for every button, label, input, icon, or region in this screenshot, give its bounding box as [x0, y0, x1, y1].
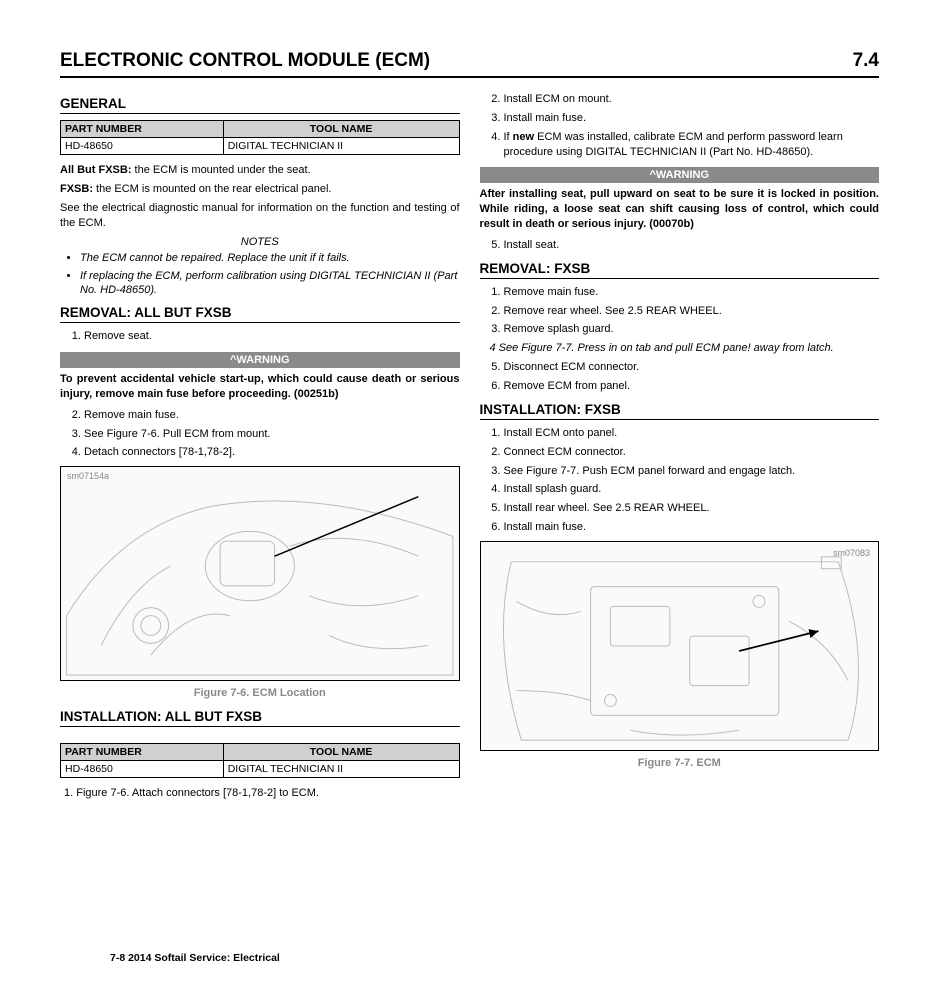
text: the ECM is mounted under the seat. [132, 164, 311, 176]
warning-text: To prevent accidental vehicle start-up, … [60, 372, 460, 402]
heading-removal: REMOVAL: ALL BUT FXSB [60, 305, 460, 323]
text: If [504, 131, 513, 143]
step: Connect ECM connector. [504, 445, 880, 460]
step: See Figure 7-7. Push ECM panel forward a… [504, 464, 880, 479]
step: If new ECM was installed, calibrate ECM … [504, 130, 880, 160]
ecm-sketch [481, 542, 879, 750]
page-title: ELECTRONIC CONTROL MODULE (ECM) [60, 50, 430, 72]
step: Remove rear wheel. See 2.5 REAR WHEEL. [504, 304, 880, 319]
ecm-location-sketch [61, 467, 459, 680]
step-4-inline: 4 See Figure 7-7. Press in on tab and pu… [490, 341, 880, 356]
th-toolname: TOOL NAME [223, 121, 459, 138]
th-toolname: TOOL NAME [223, 744, 459, 761]
figure-caption: Figure 7-6. ECM Location [60, 687, 460, 699]
tool-table-2: PART NUMBERTOOL NAME HD-48650DIGITAL TEC… [60, 743, 460, 778]
text: new [513, 131, 534, 143]
step: Install main fuse. [504, 520, 880, 535]
td: HD-48650 [61, 761, 224, 778]
step: Remove main fuse. [504, 285, 880, 300]
heading-general: GENERAL [60, 96, 460, 114]
step-list: Install seat. [480, 238, 880, 253]
figure-label: sm07154a [67, 471, 109, 481]
step-list: Remove seat. [60, 329, 460, 344]
step-text: 1. Figure 7-6. Attach connectors [78-1,7… [64, 786, 460, 801]
text: ECM was installed, calibrate ECM and per… [504, 131, 843, 158]
notes-list: The ECM cannot be repaired. Replace the … [60, 251, 460, 297]
page-footer: 7-8 2014 Softail Service: Electrical [110, 952, 280, 964]
note-item: The ECM cannot be repaired. Replace the … [80, 251, 460, 265]
step: Remove main fuse. [84, 408, 460, 423]
section-number: 7.4 [853, 50, 879, 72]
step: Install splash guard. [504, 482, 880, 497]
th-partnum: PART NUMBER [61, 121, 224, 138]
text: the ECM is mounted on the rear electrica… [93, 183, 331, 195]
step: Detach connectors [78-1,78-2]. [84, 445, 460, 460]
figure-7-6: sm07154a [60, 466, 460, 681]
heading-install: INSTALLATION: ALL BUT FXSB [60, 709, 460, 727]
step-list: Disconnect ECM connector. Remove ECM fro… [480, 360, 880, 394]
step: Install seat. [504, 238, 880, 253]
tool-table-1: PART NUMBERTOOL NAME HD-48650DIGITAL TEC… [60, 120, 460, 155]
note-item: If replacing the ECM, perform calibratio… [80, 269, 460, 298]
step: Install main fuse. [504, 111, 880, 126]
step-list: Install ECM onto panel. Connect ECM conn… [480, 426, 880, 535]
step-list: Remove main fuse. Remove rear wheel. See… [480, 285, 880, 338]
td: HD-48650 [61, 138, 224, 155]
figure-7-7: sm07083 [480, 541, 880, 751]
heading-install-fxsb: INSTALLATION: FXSB [480, 402, 880, 420]
td: DIGITAL TECHNICIAN II [223, 761, 459, 778]
td: DIGITAL TECHNICIAN II [223, 138, 459, 155]
step: Remove ECM from panel. [504, 379, 880, 394]
warning-bar: ^WARNING [480, 167, 880, 183]
step: See Figure 7-6. Pull ECM from mount. [84, 427, 460, 442]
notes-heading: NOTES [60, 236, 460, 248]
para: All But FXSB: the ECM is mounted under t… [60, 163, 460, 178]
step: Install ECM on mount. [504, 92, 880, 107]
figure-caption: Figure 7-7. ECM [480, 757, 880, 769]
step: Remove splash guard. [504, 322, 880, 337]
left-column: GENERAL PART NUMBERTOOL NAME HD-48650DIG… [60, 88, 460, 805]
step-list: Install ECM on mount. Install main fuse.… [480, 92, 880, 159]
right-column: Install ECM on mount. Install main fuse.… [480, 88, 880, 805]
figure-label: sm07083 [833, 548, 870, 558]
step: Install rear wheel. See 2.5 REAR WHEEL. [504, 501, 880, 516]
lead: FXSB: [60, 183, 93, 195]
step: Disconnect ECM connector. [504, 360, 880, 375]
heading-removal-fxsb: REMOVAL: FXSB [480, 261, 880, 279]
step-list: Remove main fuse. See Figure 7-6. Pull E… [60, 408, 460, 461]
step: Install ECM onto panel. [504, 426, 880, 441]
para: See the electrical diagnostic manual for… [60, 201, 460, 231]
para: FXSB: the ECM is mounted on the rear ele… [60, 182, 460, 197]
lead: All But FXSB: [60, 164, 132, 176]
th-partnum: PART NUMBER [61, 744, 224, 761]
warning-text: After installing seat, pull upward on se… [480, 187, 880, 232]
step: Remove seat. [84, 329, 460, 344]
warning-bar: ^WARNING [60, 352, 460, 368]
